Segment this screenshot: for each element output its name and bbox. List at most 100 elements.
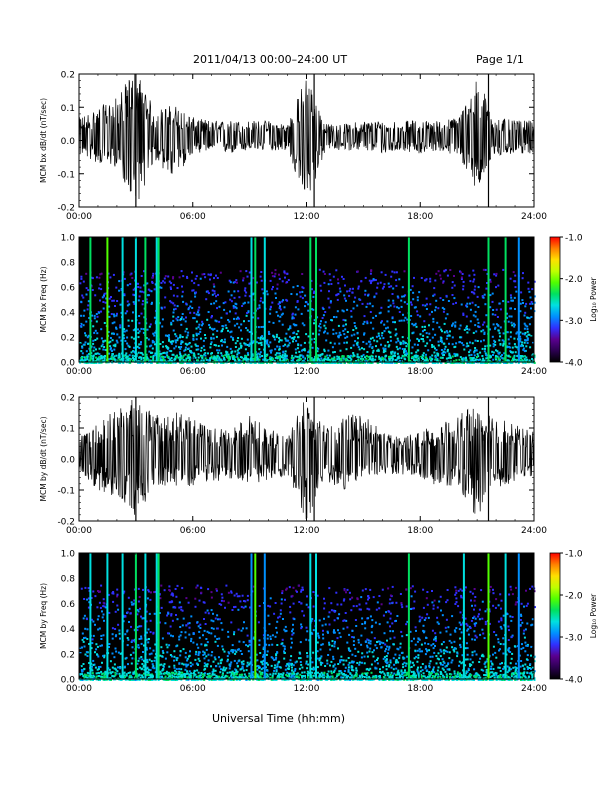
spectrogram-cell (494, 357, 497, 359)
spectrogram-cell (292, 664, 295, 667)
spectrogram-cell (237, 359, 240, 362)
spectrogram-cell (274, 272, 277, 275)
spectrogram-cell (413, 600, 416, 603)
spectrogram-cell (88, 643, 91, 645)
spectrogram-cell (433, 671, 436, 674)
spectrogram-cell (400, 602, 403, 604)
spectrogram-cell (110, 355, 113, 358)
spectrogram-cell (525, 589, 527, 592)
spectrogram-cell (321, 306, 324, 309)
spectrogram-cell (204, 337, 207, 340)
spectrogram-cell (184, 663, 187, 666)
spectrogram-cell (526, 622, 529, 625)
spectrogram-cell (344, 319, 347, 322)
spectrogram-cell (92, 659, 95, 662)
spectrogram-cell (345, 341, 348, 344)
spectrogram-cell (182, 359, 185, 361)
spectrogram-cell (268, 320, 271, 323)
spectrogram-cell (389, 637, 392, 640)
spectrogram-cell (195, 320, 198, 323)
spectrogram-cell (141, 303, 144, 306)
spectrogram-cell (153, 591, 155, 594)
spectrogram-cell (475, 330, 478, 333)
spectrogram-cell (513, 343, 516, 346)
spectrogram-cell (206, 641, 209, 644)
spectrogram-cell (392, 287, 395, 290)
spectrogram-cell (385, 668, 388, 671)
spectrogram-cell (197, 356, 200, 359)
spectrogram-cell (445, 357, 448, 360)
spectrogram-cell (104, 355, 106, 357)
spectrogram-cell (262, 292, 265, 295)
spectrogram-cell (346, 290, 349, 293)
spectrogram-cell (350, 315, 353, 318)
spectrogram-cell (369, 642, 372, 645)
spectrogram-cell (390, 285, 393, 288)
spectrogram-cell (492, 588, 494, 591)
spectrogram-cell (291, 316, 294, 319)
spectrogram-cell (401, 295, 404, 298)
spectrogram-cell (114, 305, 116, 307)
spectrogram-cell (302, 348, 305, 351)
spectrogram-cell (441, 352, 444, 355)
y-tick-label: -0.2 (57, 204, 75, 214)
spectrogram-cell (326, 673, 329, 675)
spectrogram-cell (262, 361, 265, 364)
spectrogram-cell (186, 277, 189, 279)
spectrogram-cell (393, 636, 396, 639)
spectrogram-cell (470, 360, 473, 363)
spectrogram-cell (99, 273, 102, 276)
spectrogram-cell (172, 283, 175, 286)
spectrogram-cell (245, 357, 248, 359)
spectrogram-cell (374, 279, 377, 281)
spectrogram-cell (520, 602, 523, 605)
spectrogram-cell (415, 655, 418, 658)
spectrogram-cell (213, 358, 216, 361)
spectrogram-cell (509, 335, 512, 338)
spectrogram-cell (321, 359, 324, 362)
spectrogram-cell (342, 278, 345, 280)
spectrogram-cell (132, 311, 134, 314)
spectrogram-cell (453, 275, 455, 277)
spectrogram-cell (533, 679, 536, 681)
spectrogram-cell (126, 644, 129, 647)
spectrogram-cell (281, 323, 284, 326)
spectrogram-cell (476, 295, 479, 298)
spectrogram-cell (249, 662, 252, 665)
spectrogram-cell (499, 643, 502, 645)
spectrogram-cell (530, 335, 533, 338)
spectrogram-cell (81, 345, 84, 348)
spectrogram-cell (95, 348, 97, 351)
spectrogram-cell (413, 674, 416, 676)
spectrogram-cell (113, 321, 116, 324)
spectrogram-cell (442, 299, 445, 301)
spectrogram-cell (153, 612, 156, 615)
spectrogram-cell (237, 648, 240, 651)
spectrogram-cell (422, 340, 425, 343)
spectrogram-cell (146, 328, 149, 331)
spectrogram-cell (442, 342, 445, 345)
spectrogram-cell (161, 325, 164, 328)
spectrogram-cell (371, 651, 374, 654)
spectrogram-cell (431, 590, 433, 592)
spectrogram-cell (405, 352, 408, 355)
spectrogram-cell (416, 310, 419, 313)
spectrogram-cell (172, 276, 175, 279)
spectrogram-cell (227, 329, 229, 332)
spectrogram-cell (392, 630, 394, 633)
spectrogram-cell (290, 359, 293, 362)
spectrogram-cell (271, 271, 274, 274)
spectrogram-cell (389, 630, 392, 633)
spectrogram-cell (82, 324, 85, 327)
spectrogram-cell (114, 343, 117, 346)
spectrogram-cell (456, 353, 459, 356)
spectrogram-cell (272, 321, 275, 324)
spectrogram-cell (352, 353, 355, 356)
spectrogram-cell (436, 359, 439, 362)
spectrogram-cell (187, 308, 190, 311)
spectrogram-cell (459, 637, 462, 640)
spectrogram-cell (203, 353, 206, 356)
spectrogram-cell (91, 665, 93, 668)
spectrogram-cell (387, 345, 390, 348)
spectrogram-cell (367, 361, 369, 364)
